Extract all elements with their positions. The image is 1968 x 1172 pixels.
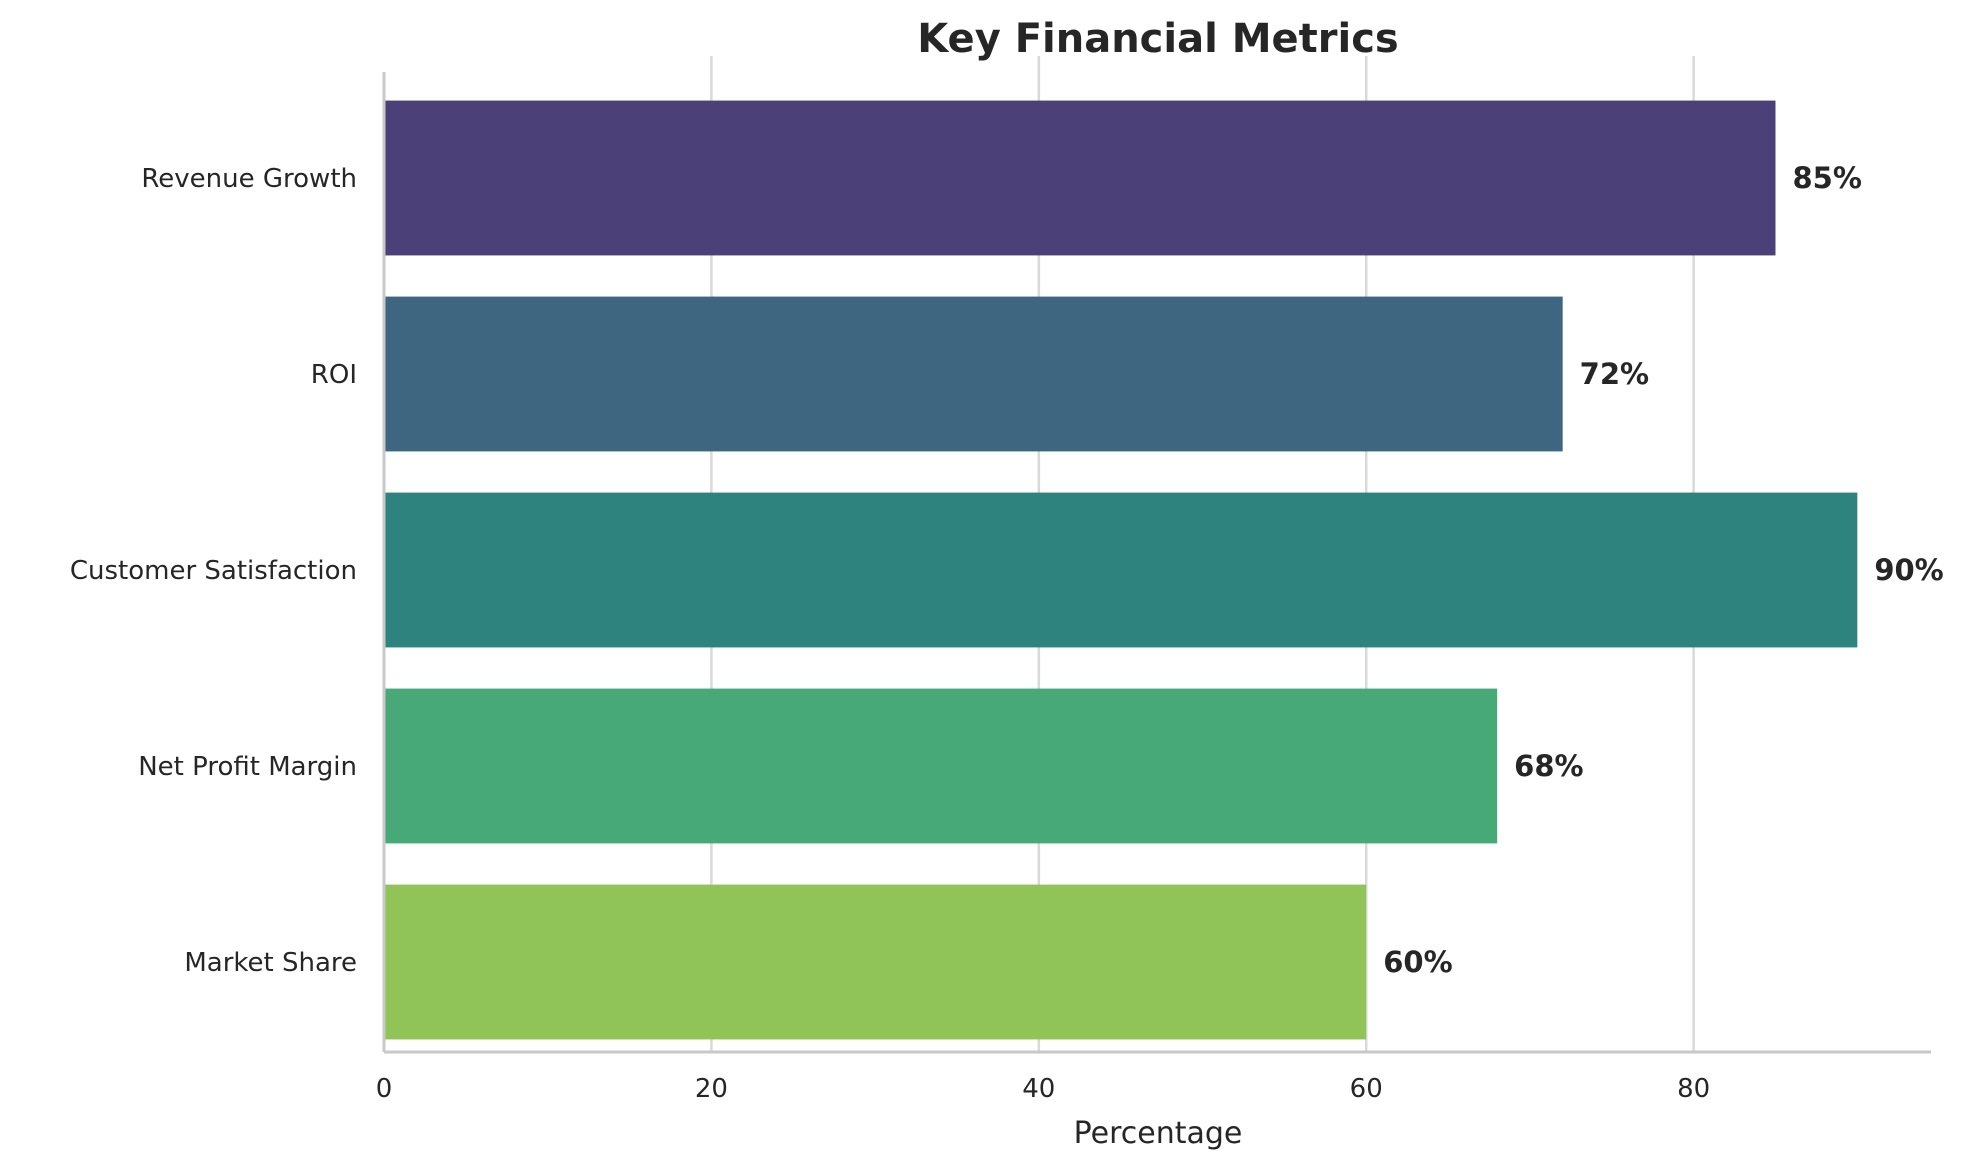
bar-value-label: 68% bbox=[1514, 749, 1583, 783]
x-tick-label: 0 bbox=[376, 1074, 393, 1104]
bar-value-label: 60% bbox=[1383, 945, 1452, 979]
x-tick-label: 60 bbox=[1350, 1074, 1383, 1104]
chart-title: Key Financial Metrics bbox=[917, 16, 1398, 62]
bar bbox=[384, 884, 1367, 1040]
bar-value-label: 72% bbox=[1580, 357, 1649, 391]
x-tick-label: 20 bbox=[695, 1074, 728, 1104]
bar-value-label: 90% bbox=[1874, 553, 1943, 587]
axes bbox=[382, 72, 1931, 1054]
y-tick-label: Revenue Growth bbox=[141, 164, 357, 194]
x-tick-label: 40 bbox=[1022, 1074, 1055, 1104]
bar bbox=[384, 492, 1858, 648]
y-tick-label: Market Share bbox=[184, 948, 357, 978]
data-labels: 85% 72% 90% 68% 60% bbox=[1383, 161, 1944, 979]
bars bbox=[384, 100, 1858, 1040]
x-tick-labels: 0 20 40 60 80 bbox=[376, 1074, 1710, 1104]
x-axis-title: Percentage bbox=[1074, 1116, 1243, 1151]
x-tick-label: 80 bbox=[1677, 1074, 1710, 1104]
bar bbox=[384, 100, 1776, 256]
bar bbox=[384, 296, 1563, 452]
y-tick-label: Net Profit Margin bbox=[138, 752, 357, 782]
y-tick-label: Customer Satisfaction bbox=[70, 556, 357, 586]
bar-value-label: 85% bbox=[1792, 161, 1861, 195]
y-tick-labels: Revenue Growth ROI Customer Satisfaction Ne… bbox=[70, 164, 357, 978]
y-tick-label: ROI bbox=[311, 360, 357, 390]
bar bbox=[384, 688, 1498, 844]
